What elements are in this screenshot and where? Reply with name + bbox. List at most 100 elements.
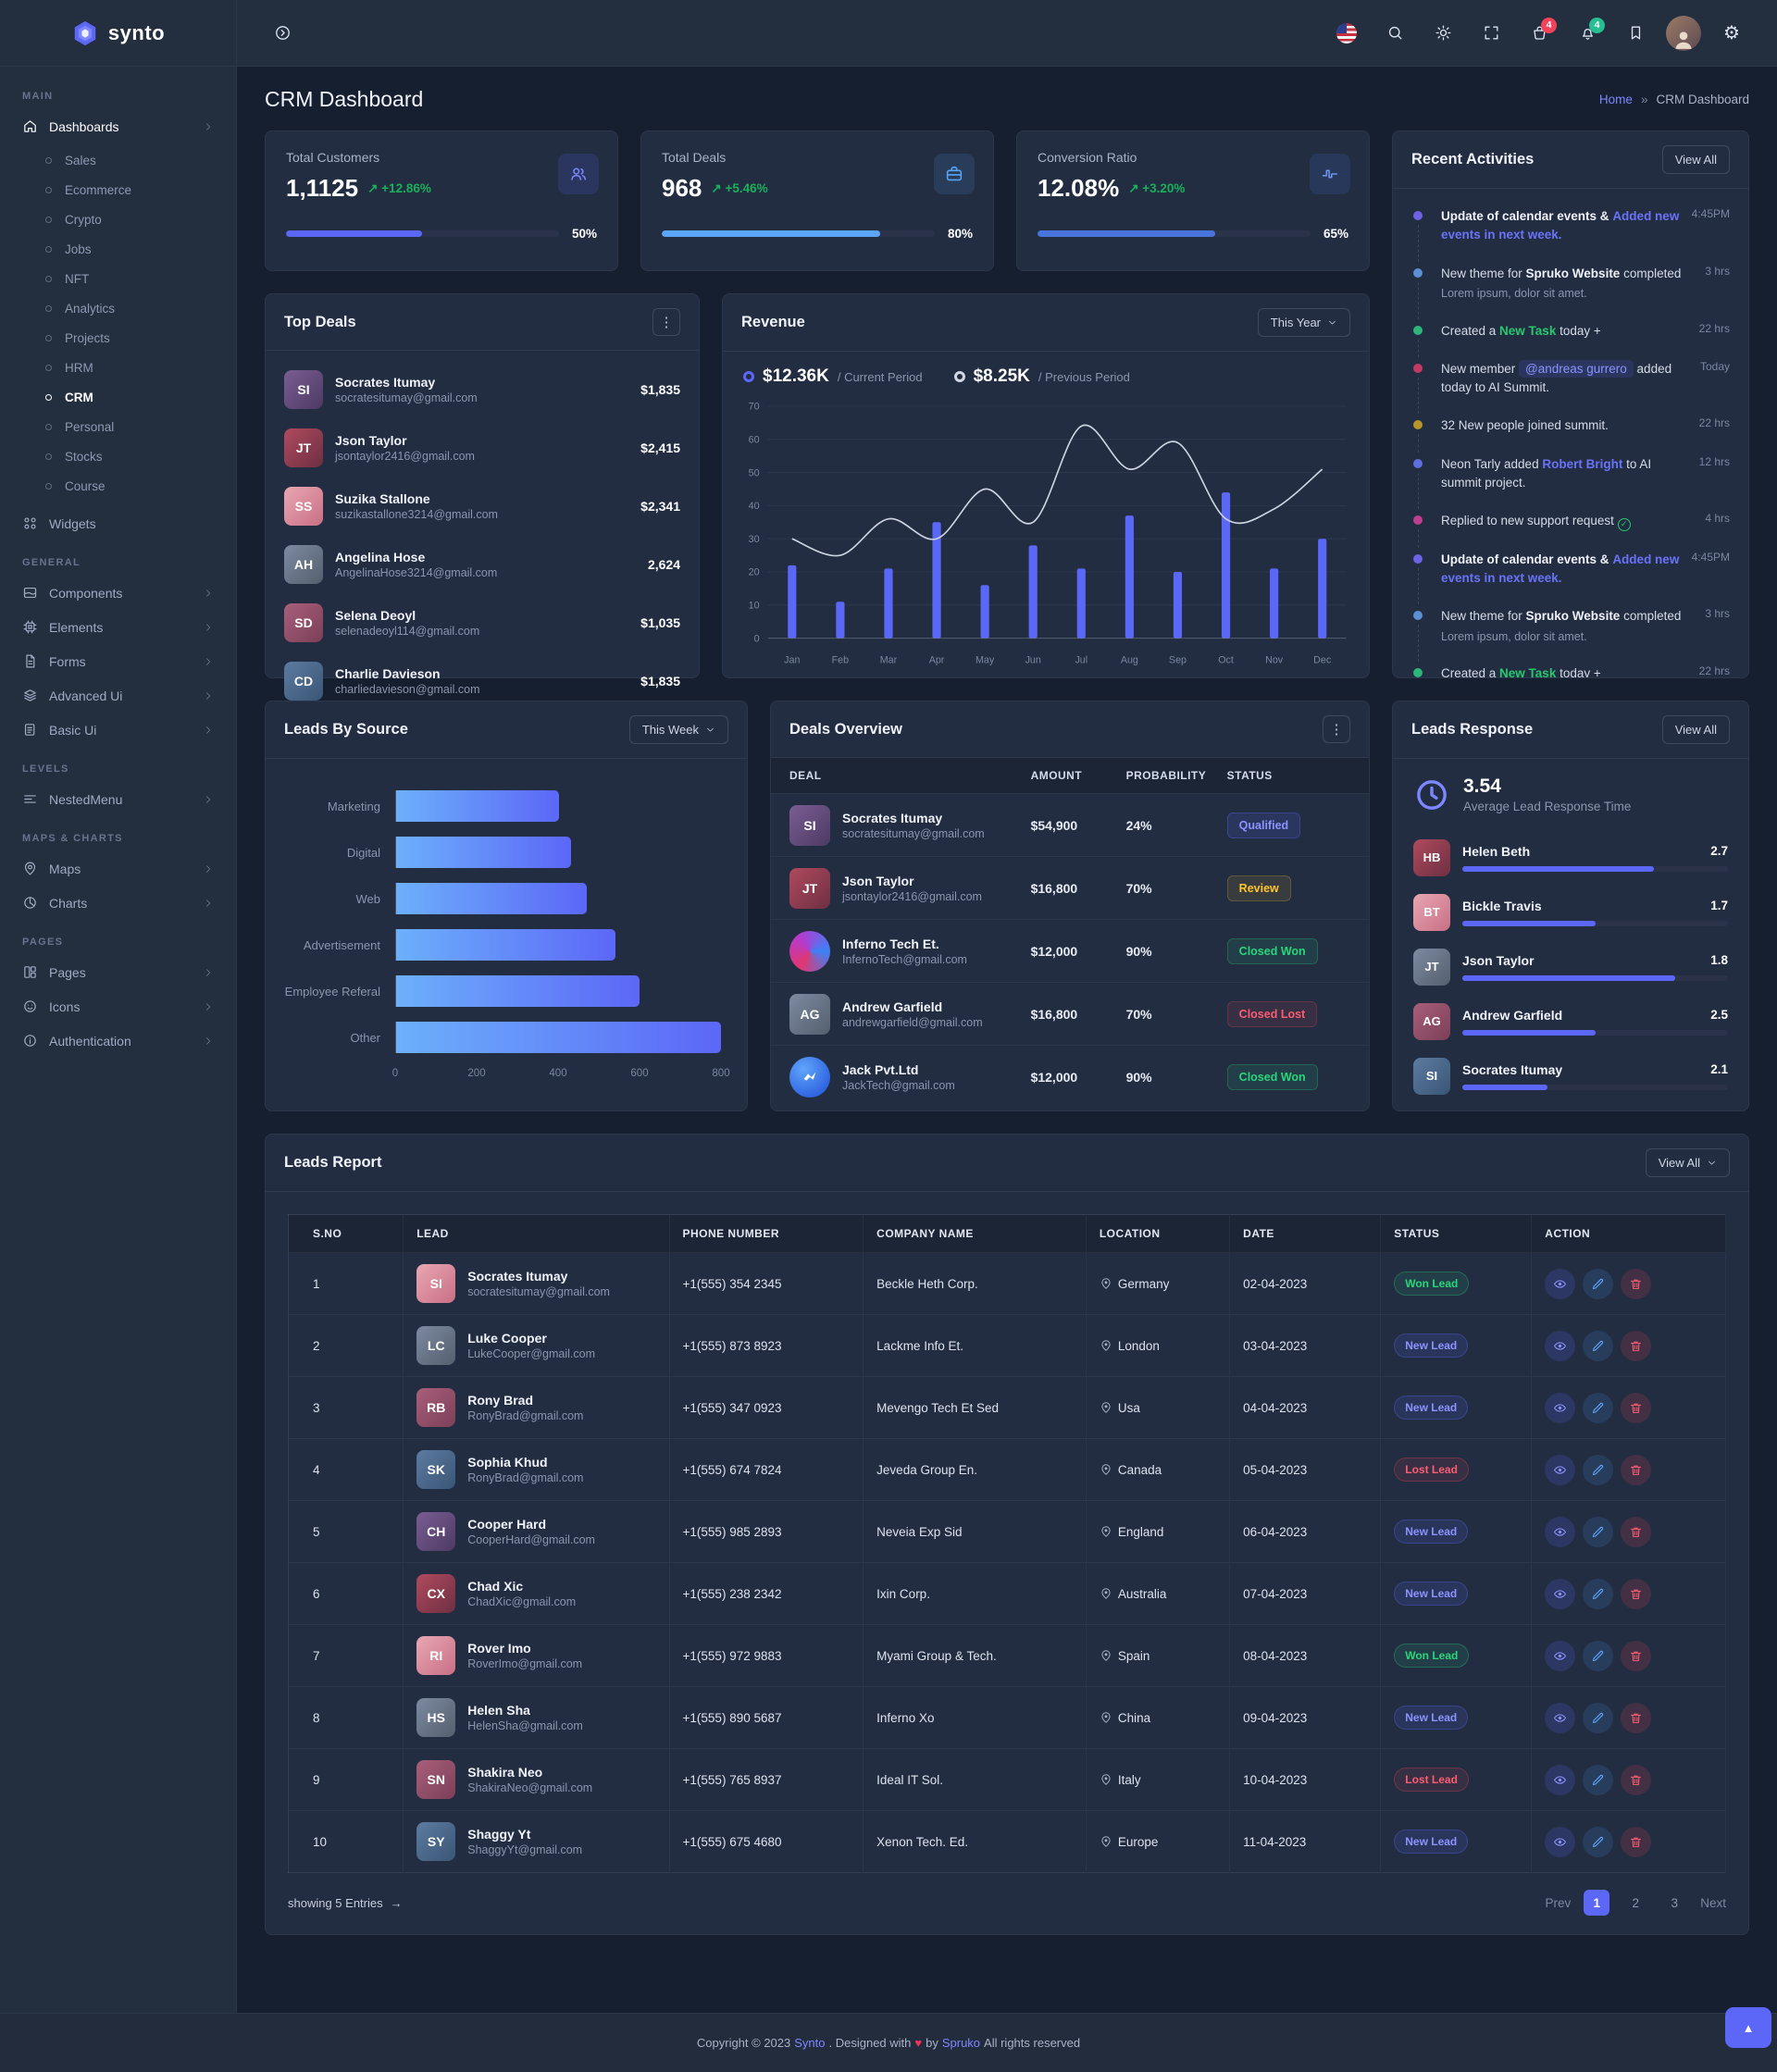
fullscreen-button[interactable] — [1473, 16, 1509, 51]
pagination-page-1[interactable]: 1 — [1584, 1890, 1610, 1916]
lbs-bar — [396, 790, 559, 822]
delete-button[interactable] — [1621, 1826, 1652, 1857]
app-logo[interactable]: synto — [0, 0, 236, 67]
sidebar-item-pages[interactable]: Pages — [0, 955, 236, 989]
sidebar-subitem-sales[interactable]: Sales — [0, 145, 236, 175]
sidebar-subitem-crm[interactable]: CRM — [0, 382, 236, 412]
top-deal-row[interactable]: SD Selena Deoyl selenadeoyl114@gmail.com $1… — [284, 593, 680, 651]
edit-button[interactable] — [1583, 1764, 1614, 1795]
sidebar-subitem-stocks[interactable]: Stocks — [0, 441, 236, 471]
delete-button[interactable] — [1621, 1640, 1652, 1671]
sidebar-item-dashboards[interactable]: Dashboards — [0, 109, 236, 143]
delete-button[interactable] — [1621, 1330, 1652, 1361]
breadcrumb-home-link[interactable]: Home — [1598, 93, 1633, 106]
sidebar-item-authentication[interactable]: Authentication — [0, 1024, 236, 1058]
top-deals-menu-button[interactable]: ⋮ — [652, 308, 680, 336]
top-deal-row[interactable]: SI Socrates Itumay socratesitumay@gmail.co… — [284, 360, 680, 418]
edit-button[interactable] — [1583, 1578, 1614, 1609]
leads-response-view-all-button[interactable]: View All — [1661, 715, 1730, 744]
sidebar-item-nestedmenu[interactable]: NestedMenu — [0, 782, 236, 816]
pagination-page-2[interactable]: 2 — [1632, 1895, 1639, 1910]
recent-activities-view-all-button[interactable]: View All — [1661, 145, 1730, 174]
pagination-prev[interactable]: Prev — [1545, 1895, 1572, 1910]
sidebar-item-advanced-ui[interactable]: Advanced Ui — [0, 678, 236, 713]
lead-email: RonyBrad@gmail.com — [467, 1409, 584, 1422]
deals-overview-row[interactable]: JT Json Taylor jsontaylor2416@gmail.com $16… — [771, 856, 1369, 919]
sidebar-item-widgets[interactable]: Widgets — [0, 506, 236, 540]
top-deal-row[interactable]: JT Json Taylor jsontaylor2416@gmail.com $2,… — [284, 418, 680, 477]
lead-name: Socrates Itumay — [1462, 1061, 1563, 1077]
view-button[interactable] — [1545, 1454, 1576, 1485]
edit-button[interactable] — [1583, 1268, 1614, 1299]
pagination-next[interactable]: Next — [1700, 1895, 1726, 1910]
footer-synto-link[interactable]: Synto — [794, 2036, 826, 2050]
activity-text: Update of calendar events & Added new ev… — [1441, 209, 1680, 242]
leads-by-source-period-select[interactable]: This Week — [628, 715, 728, 744]
search-button[interactable] — [1377, 16, 1412, 51]
sidebar-item-components[interactable]: Components — [0, 576, 236, 610]
sidebar-subitem-analytics[interactable]: Analytics — [0, 293, 236, 323]
edit-button[interactable] — [1583, 1640, 1614, 1671]
view-button[interactable] — [1545, 1702, 1576, 1733]
sidebar-subitem-projects[interactable]: Projects — [0, 323, 236, 353]
deals-overview-row[interactable]: AG Andrew Garfield andrewgarfield@gmail.co… — [771, 982, 1369, 1045]
deal-probability: 90% — [1125, 943, 1152, 959]
theme-toggle-button[interactable] — [1425, 16, 1460, 51]
footer-spruko-link[interactable]: Spruko — [941, 2036, 981, 2050]
delete-button[interactable] — [1621, 1764, 1652, 1795]
view-button[interactable] — [1545, 1578, 1576, 1609]
notifications-button[interactable]: 4 — [1570, 16, 1605, 51]
sidebar-subitem-hrm[interactable]: HRM — [0, 353, 236, 382]
leads-report-row: 5 CH Cooper Hard CooperHard@gmail.com +1(555… — [288, 1500, 1726, 1563]
edit-button[interactable] — [1583, 1826, 1614, 1857]
settings-button[interactable]: ⚙ — [1714, 16, 1749, 51]
scroll-to-top-button[interactable]: ▲ — [1725, 2007, 1771, 2048]
view-button[interactable] — [1545, 1516, 1576, 1547]
sidebar-subitem-nft[interactable]: NFT — [0, 264, 236, 293]
edit-button[interactable] — [1583, 1330, 1614, 1361]
top-deal-row[interactable]: AH Angelina Hose AngelinaHose3214@gmail.co… — [284, 535, 680, 593]
top-deal-row[interactable]: CD Charlie Davieson charliedavieson@gmail.… — [284, 651, 680, 710]
delete-button[interactable] — [1621, 1702, 1652, 1733]
sidebar-item-icons[interactable]: Icons — [0, 989, 236, 1024]
leads-report-view-all-button[interactable]: View All — [1645, 1148, 1730, 1177]
edit-button[interactable] — [1583, 1454, 1614, 1485]
edit-button[interactable] — [1583, 1702, 1614, 1733]
sidebar-item-elements[interactable]: Elements — [0, 610, 236, 644]
view-button[interactable] — [1545, 1640, 1576, 1671]
delete-button[interactable] — [1621, 1578, 1652, 1609]
sidebar-item-maps[interactable]: Maps — [0, 851, 236, 886]
deals-overview-row[interactable]: Jack Pvt.Ltd JackTech@gmail.com $12,000 90%… — [771, 1045, 1369, 1108]
deals-overview-row[interactable]: SI Socrates Itumay socratesitumay@gmail.co… — [771, 793, 1369, 856]
language-flag-button[interactable] — [1329, 16, 1364, 51]
user-avatar[interactable] — [1666, 15, 1701, 51]
sidebar-subitem-crypto[interactable]: Crypto — [0, 205, 236, 234]
view-button[interactable] — [1545, 1392, 1576, 1423]
delete-button[interactable] — [1621, 1268, 1652, 1299]
edit-button[interactable] — [1583, 1516, 1614, 1547]
sidebar-item-forms[interactable]: Forms — [0, 644, 236, 678]
sidebar-item-basic-ui[interactable]: Basic Ui — [0, 713, 236, 747]
sidebar-toggle-button[interactable] — [265, 16, 300, 51]
view-button[interactable] — [1545, 1330, 1576, 1361]
bookmark-button[interactable] — [1618, 16, 1653, 51]
sidebar-subitem-jobs[interactable]: Jobs — [0, 234, 236, 264]
view-button[interactable] — [1545, 1826, 1576, 1857]
delete-button[interactable] — [1621, 1454, 1652, 1485]
sidebar-item-charts[interactable]: Charts — [0, 886, 236, 920]
view-button[interactable] — [1545, 1764, 1576, 1795]
deals-overview-row[interactable]: Inferno Tech Et. InfernoTech@gmail.com $12… — [771, 919, 1369, 982]
cart-button[interactable]: 4 — [1522, 16, 1557, 51]
sidebar-subitem-ecommerce[interactable]: Ecommerce — [0, 175, 236, 205]
view-button[interactable] — [1545, 1268, 1576, 1299]
delete-button[interactable] — [1621, 1392, 1652, 1423]
delete-button[interactable] — [1621, 1516, 1652, 1547]
sidebar-subitem-personal[interactable]: Personal — [0, 412, 236, 441]
pagination-page-3[interactable]: 3 — [1671, 1895, 1678, 1910]
sidebar-subitem-course[interactable]: Course — [0, 471, 236, 501]
deals-overview-menu-button[interactable]: ⋮ — [1323, 715, 1350, 743]
top-deal-row[interactable]: SS Suzika Stallone suzikastallone3214@gmai… — [284, 477, 680, 535]
activity-subtext: Lorem ipsum, dolor sit amet. — [1441, 286, 1587, 300]
edit-button[interactable] — [1583, 1392, 1614, 1423]
revenue-period-select[interactable]: This Year — [1257, 308, 1350, 337]
